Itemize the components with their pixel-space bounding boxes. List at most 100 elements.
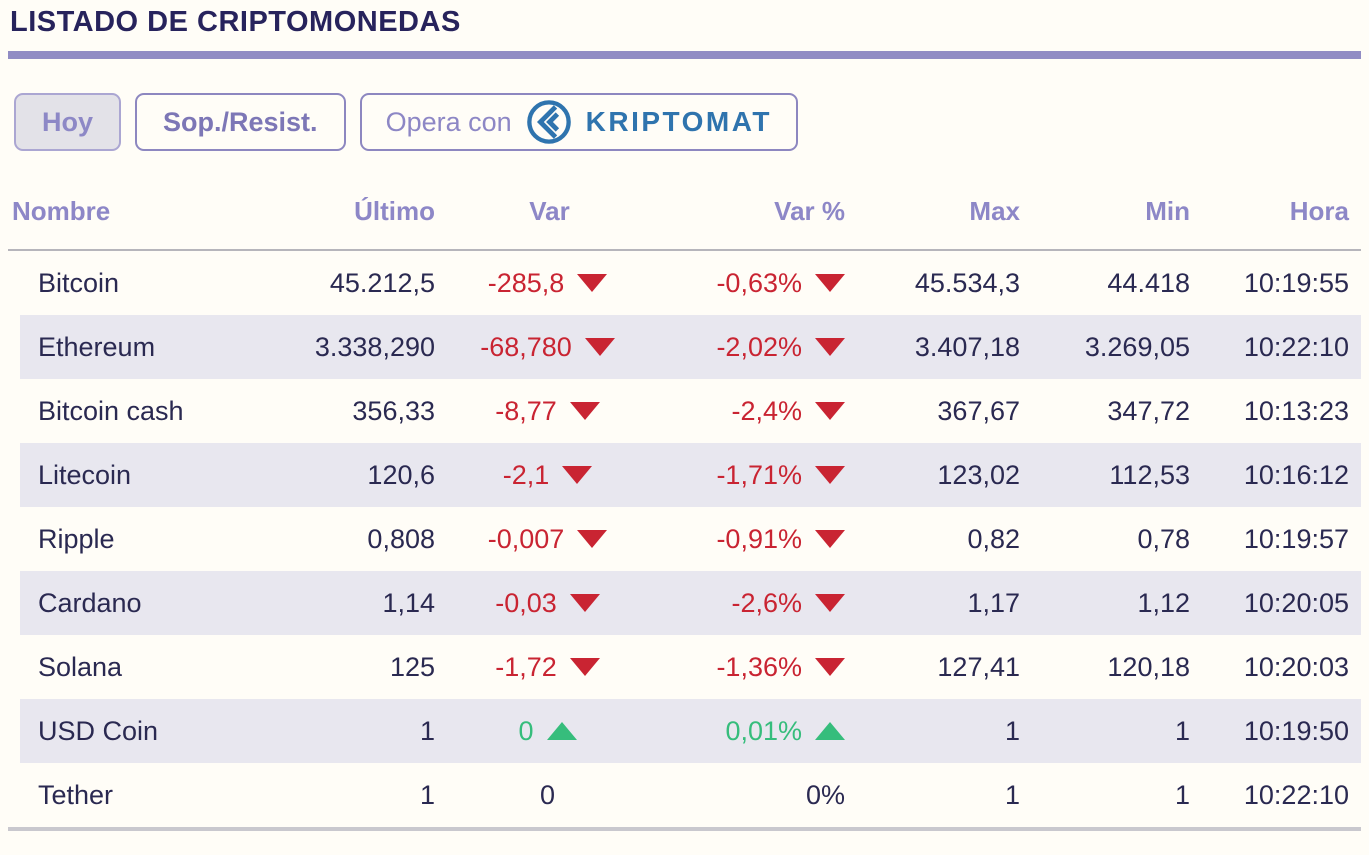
var-value: -0,03 xyxy=(495,587,557,618)
max-price: 3.407,18 xyxy=(914,331,1020,362)
table-row[interactable]: Ethereum 3.338,290 -68,780 -2,02% 3.407,… xyxy=(20,315,1361,379)
min-price: 44.418 xyxy=(1107,267,1190,298)
down-arrow-icon xyxy=(569,594,600,612)
column-header-min[interactable]: Min xyxy=(1145,196,1190,226)
min-price: 3.269,05 xyxy=(1084,331,1190,362)
max-price: 1 xyxy=(1004,715,1020,746)
var-pct-value: -2,6% xyxy=(731,587,802,618)
table-row[interactable]: Ripple 0,808 -0,007 -0,91% 0,82 0,78 10:… xyxy=(20,507,1361,571)
column-header-var-pct[interactable]: Var % xyxy=(774,196,845,226)
title-divider xyxy=(8,51,1361,59)
table-row[interactable]: Tether 1 0 0% 1 1 10:22:10 xyxy=(20,763,1361,827)
column-header-hora[interactable]: Hora xyxy=(1289,196,1349,226)
opera-con-label: Opera con xyxy=(385,106,512,137)
table-row[interactable]: Bitcoin 45.212,5 -285,8 -0,63% 45.534,3 … xyxy=(20,251,1361,315)
var-pct-value: -1,71% xyxy=(716,459,802,490)
coin-name: Tether xyxy=(38,779,114,810)
crypto-listing-page: LISTADO DE CRIPTOMONEDAS Hoy Sop./Resist… xyxy=(8,6,1361,831)
min-price: 347,72 xyxy=(1107,395,1190,426)
last-price: 45.212,5 xyxy=(329,267,435,298)
down-arrow-icon xyxy=(569,402,600,420)
min-price: 0,78 xyxy=(1137,523,1190,554)
var-pct-cell: -1,71% xyxy=(660,460,845,491)
up-arrow-icon xyxy=(815,722,845,740)
time: 10:16:12 xyxy=(1243,459,1349,490)
down-arrow-icon xyxy=(569,658,600,676)
var-cell: 0 xyxy=(435,780,660,811)
down-arrow-icon xyxy=(584,338,615,356)
down-arrow-icon xyxy=(815,338,845,356)
min-price: 1,12 xyxy=(1137,587,1190,618)
table-row[interactable]: USD Coin 1 0 0,01% 1 1 10:19:50 xyxy=(20,699,1361,763)
column-header-max[interactable]: Max xyxy=(969,196,1020,226)
kriptomat-brand-label: KRIPTOMAT xyxy=(585,106,772,137)
coin-name: Solana xyxy=(38,651,123,682)
var-pct-value: -2,02% xyxy=(716,331,802,362)
var-value: -68,780 xyxy=(480,331,572,362)
var-value: 0 xyxy=(518,715,534,746)
var-value: 0 xyxy=(539,779,556,810)
table-row[interactable]: Litecoin 120,6 -2,1 -1,71% 123,02 112,53… xyxy=(20,443,1361,507)
var-cell: -285,8 xyxy=(435,268,660,299)
time: 10:22:10 xyxy=(1243,331,1349,362)
var-cell: -8,77 xyxy=(435,396,660,427)
coin-name: Ripple xyxy=(38,523,115,554)
var-cell: -0,007 xyxy=(435,524,660,555)
down-arrow-icon xyxy=(815,402,845,420)
column-header-ultimo[interactable]: Último xyxy=(354,196,435,226)
down-arrow-icon xyxy=(815,274,845,292)
var-value: -2,1 xyxy=(502,459,550,490)
coin-name: Cardano xyxy=(38,587,142,618)
var-value: -1,72 xyxy=(495,651,557,682)
table-row[interactable]: Bitcoin cash 356,33 -8,77 -2,4% 367,67 3… xyxy=(20,379,1361,443)
down-arrow-icon xyxy=(815,530,845,548)
table-body: Bitcoin 45.212,5 -285,8 -0,63% 45.534,3 … xyxy=(8,251,1361,831)
var-pct-value: 0,01% xyxy=(725,715,802,746)
var-pct-cell: 0% xyxy=(660,780,845,811)
var-pct-cell: -2,4% xyxy=(660,396,845,427)
var-pct-cell: -0,91% xyxy=(660,524,845,555)
var-pct-cell: -1,36% xyxy=(660,652,845,683)
max-price: 0,82 xyxy=(967,523,1020,554)
opera-con-kriptomat-button[interactable]: Opera con KRIPTOMAT xyxy=(359,93,798,151)
max-price: 1 xyxy=(1004,779,1020,810)
var-cell: -0,03 xyxy=(435,588,660,619)
time: 10:20:05 xyxy=(1243,587,1349,618)
var-cell: -68,780 xyxy=(435,332,660,363)
coin-name: Bitcoin cash xyxy=(38,395,184,426)
max-price: 1,17 xyxy=(967,587,1020,618)
time: 10:19:55 xyxy=(1243,267,1349,298)
column-header-var[interactable]: Var xyxy=(529,196,570,226)
last-price: 3.338,290 xyxy=(314,331,435,362)
down-arrow-icon xyxy=(815,594,845,612)
table-row[interactable]: Cardano 1,14 -0,03 -2,6% 1,17 1,12 10:20… xyxy=(20,571,1361,635)
var-pct-value: -0,63% xyxy=(716,267,802,298)
coin-name: Ethereum xyxy=(38,331,156,362)
time: 10:19:50 xyxy=(1243,715,1349,746)
up-arrow-icon xyxy=(546,722,577,740)
var-pct-value: -2,4% xyxy=(731,395,802,426)
var-cell: -2,1 xyxy=(435,460,660,491)
max-price: 367,67 xyxy=(937,395,1020,426)
last-price: 1 xyxy=(419,779,435,810)
last-price: 0,808 xyxy=(367,523,435,554)
coin-name: Litecoin xyxy=(38,459,132,490)
time: 10:22:10 xyxy=(1243,779,1349,810)
column-header-nombre[interactable]: Nombre xyxy=(12,196,111,226)
min-price: 1 xyxy=(1174,715,1190,746)
coin-name: Bitcoin xyxy=(38,267,120,298)
today-button[interactable]: Hoy xyxy=(14,93,122,151)
last-price: 125 xyxy=(389,651,435,682)
var-value: -8,77 xyxy=(495,395,557,426)
down-arrow-icon xyxy=(815,466,845,484)
table-row[interactable]: Solana 125 -1,72 -1,36% 127,41 120,18 10… xyxy=(20,635,1361,699)
time: 10:20:03 xyxy=(1243,651,1349,682)
var-pct-value: -0,91% xyxy=(716,523,802,554)
time: 10:13:23 xyxy=(1243,395,1349,426)
max-price: 123,02 xyxy=(937,459,1020,490)
min-price: 1 xyxy=(1174,779,1190,810)
var-value: -285,8 xyxy=(487,267,565,298)
support-resistance-button[interactable]: Sop./Resist. xyxy=(135,93,346,151)
min-price: 120,18 xyxy=(1107,651,1190,682)
last-price: 356,33 xyxy=(352,395,435,426)
